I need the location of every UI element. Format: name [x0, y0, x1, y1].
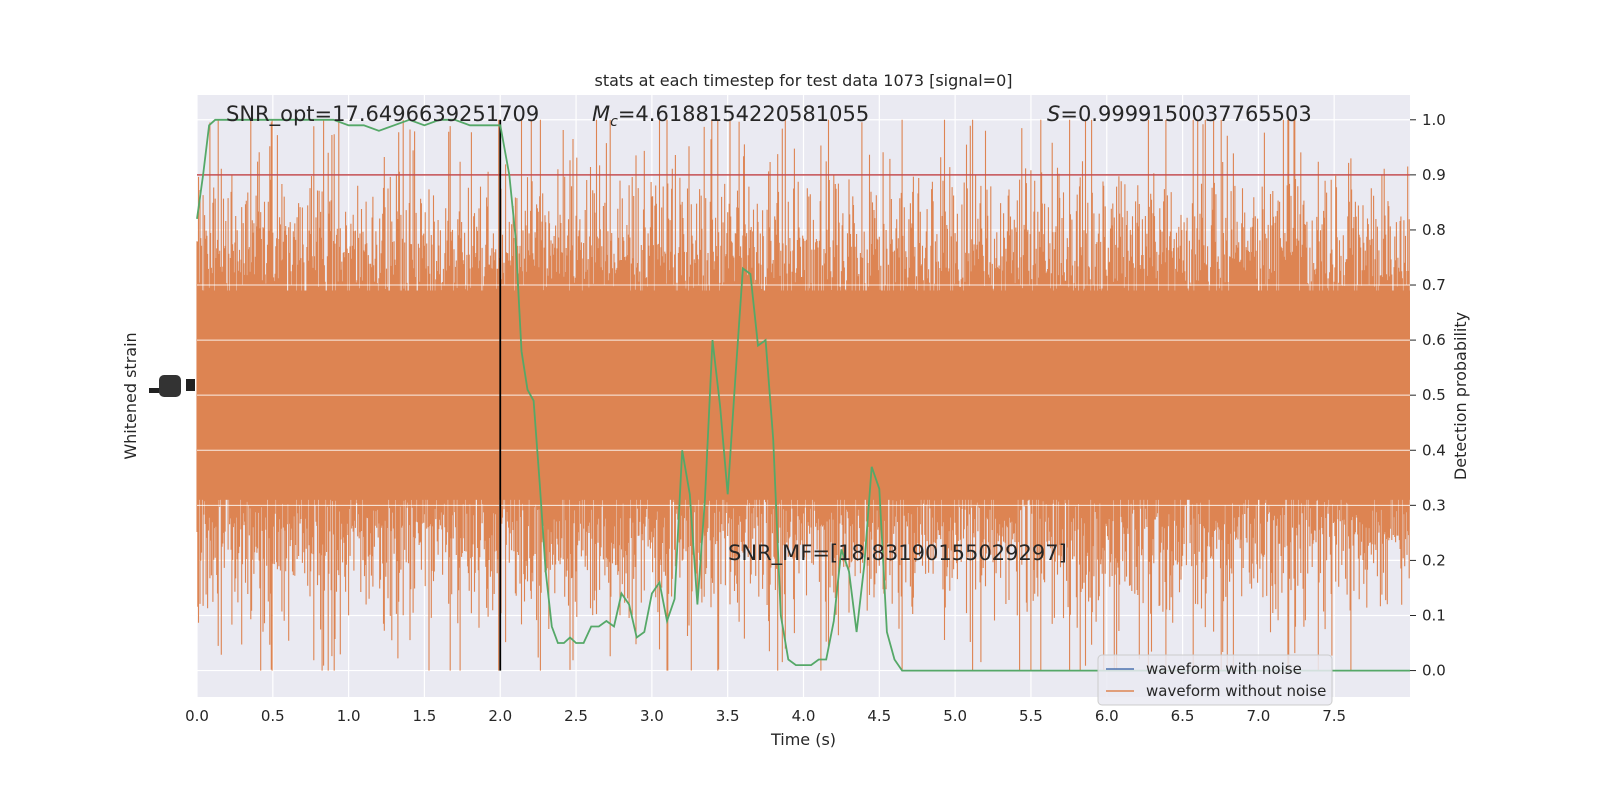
probability-line	[196, 118, 1410, 672]
s-symbol: S	[1047, 102, 1060, 126]
y-tick-label: 0.7	[1422, 276, 1446, 294]
legend-label-waveform-with-noise: waveform with noise	[1146, 660, 1302, 678]
y-tick-labels: 0.0 0.1 0.2 0.3 0.4 0.5 0.6 0.7 0.8 0.9 1.0	[1410, 111, 1446, 680]
overlay-lines	[197, 119, 1410, 671]
y-tick-label: 0.2	[1422, 551, 1446, 569]
snr-mf-annotation: SNR_MF=[18.83190155029297]	[728, 541, 1067, 566]
x-tick-label: 6.0	[1095, 707, 1119, 725]
mc-symbol: M	[592, 102, 610, 126]
mc-subscript: c	[610, 114, 618, 130]
left-axis-tick-clutter	[149, 375, 195, 397]
x-tick-label: 7.5	[1322, 707, 1346, 725]
x-tick-label: 7.0	[1246, 707, 1270, 725]
legend-label-waveform-without-noise: waveform without noise	[1146, 682, 1326, 700]
x-tick-label: 3.0	[640, 707, 664, 725]
y-tick-label: 0.6	[1422, 331, 1446, 349]
statistic-annotation: S=0.9999150037765503	[1047, 102, 1312, 126]
x-tick-label: 2.5	[564, 707, 588, 725]
y-tick-label: 0.0	[1422, 662, 1446, 680]
x-tick-label: 2.0	[488, 707, 512, 725]
x-tick-label: 1.5	[413, 707, 437, 725]
x-tick-label: 4.0	[792, 707, 816, 725]
x-tick-label: 3.5	[716, 707, 740, 725]
y-tick-label: 0.1	[1422, 606, 1446, 624]
y-axis-label-left: Whitened strain	[121, 332, 140, 459]
x-tick-label: 1.0	[337, 707, 361, 725]
y-tick-label: 0.4	[1422, 441, 1446, 459]
y-tick-label: 0.8	[1422, 221, 1446, 239]
x-tick-label: 4.5	[867, 707, 891, 725]
detection-probability-series	[196, 118, 1410, 672]
left-tick-block	[159, 375, 181, 397]
y-tick-label: 0.9	[1422, 166, 1446, 184]
x-tick-label: 0.0	[185, 707, 209, 725]
s-value: =0.9999150037765503	[1060, 102, 1311, 126]
y-tick-label: 1.0	[1422, 111, 1446, 129]
y-axis-label-right: Detection probability	[1451, 312, 1470, 480]
x-tick-label: 0.5	[261, 707, 285, 725]
left-tick-block	[149, 388, 163, 393]
x-tick-label: 5.0	[943, 707, 967, 725]
snr-opt-annotation: SNR_opt=17.6496639251709	[226, 102, 539, 127]
left-tick-block	[186, 379, 195, 391]
chirp-mass-annotation: Mc=4.6188154220581055	[592, 102, 869, 130]
x-tick-label: 5.5	[1019, 707, 1043, 725]
waveform-without-noise-series	[196, 119, 1410, 671]
x-tick-labels: 0.0 0.5 1.0 1.5 2.0 2.5 3.0 3.5 4.0 4.5 5.0 5.5 6.0 6…	[185, 707, 1346, 725]
legend: waveform with noise waveform without noi…	[1097, 654, 1333, 706]
chart-title: stats at each timestep for test data 107…	[594, 71, 1012, 90]
y-tick-label: 0.3	[1422, 496, 1446, 514]
x-tick-label: 6.5	[1171, 707, 1195, 725]
x-axis-label: Time (s)	[770, 730, 836, 749]
legend-box	[1097, 654, 1333, 706]
mc-value: =4.6188154220581055	[618, 102, 869, 126]
y-tick-label: 0.5	[1422, 386, 1446, 404]
